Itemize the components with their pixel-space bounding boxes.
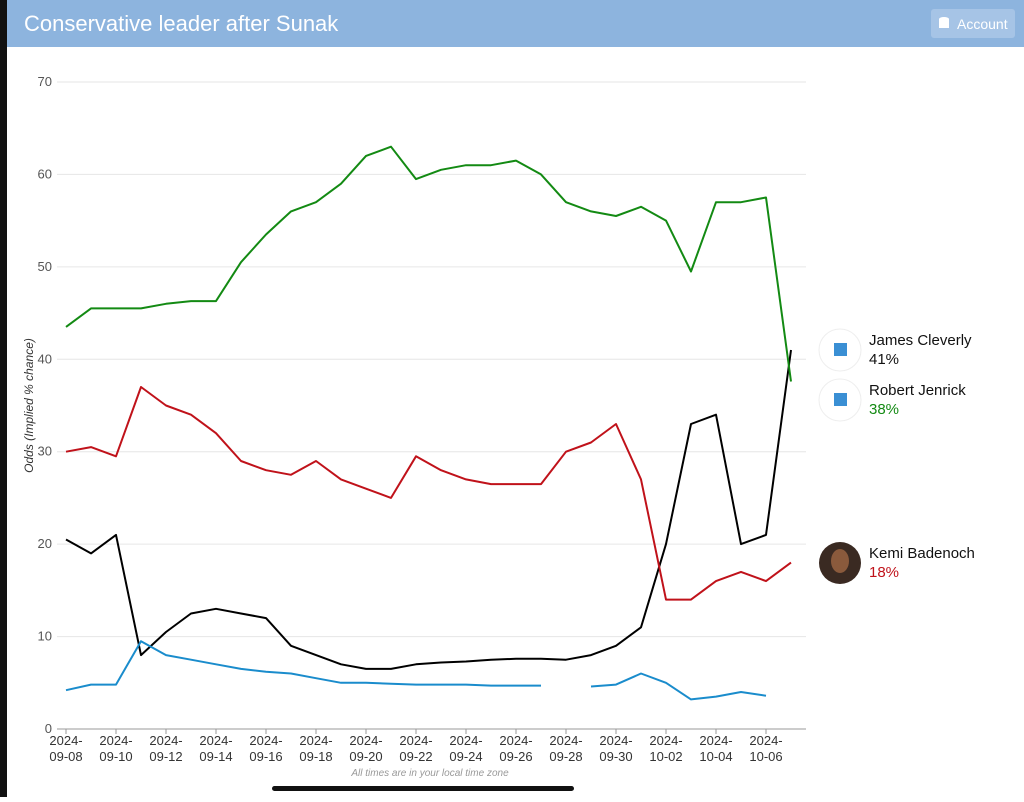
y-tick-label: 30 <box>38 444 52 459</box>
account-label[interactable]: Account <box>957 16 1008 32</box>
legend-avatar-icon <box>834 343 847 356</box>
x-tick-label-line: 2024- <box>199 733 232 748</box>
x-tick-label-line: 09-10 <box>99 749 132 764</box>
x-tick-label-line: 2024- <box>499 733 532 748</box>
x-tick-label-line: 09-26 <box>499 749 532 764</box>
x-tick-label: 2024-09-30 <box>599 733 632 764</box>
x-tick-label-line: 2024- <box>249 733 282 748</box>
x-tick-label-line: 2024- <box>549 733 582 748</box>
x-tick-label-line: 09-28 <box>549 749 582 764</box>
account-icon <box>939 19 949 28</box>
y-tick-label: 50 <box>38 259 52 274</box>
legend-name: James Cleverly <box>869 332 972 349</box>
x-tick-label: 2024-09-12 <box>149 733 182 764</box>
legend-value: 41% <box>869 351 899 368</box>
header-bar <box>7 0 1024 47</box>
legend-avatar-icon <box>834 393 847 406</box>
x-tick-label-line: 09-16 <box>249 749 282 764</box>
x-tick-label-line: 2024- <box>749 733 782 748</box>
x-tick-label: 2024-09-10 <box>99 733 132 764</box>
x-tick-label-line: 09-14 <box>199 749 232 764</box>
x-tick-label: 2024-09-26 <box>499 733 532 764</box>
x-tick-label: 2024-09-24 <box>449 733 482 764</box>
footnote: All times are in your local time zone <box>350 768 509 779</box>
x-tick-label-line: 09-30 <box>599 749 632 764</box>
series-line <box>65 640 541 692</box>
y-tick-label: 60 <box>38 166 52 181</box>
series-line <box>65 145 792 382</box>
x-tick-label-line: 09-12 <box>149 749 182 764</box>
x-tick-label: 2024-09-20 <box>349 733 382 764</box>
x-tick-label-line: 09-20 <box>349 749 382 764</box>
legend-value: 38% <box>869 401 899 418</box>
legend-avatar-face <box>831 549 849 573</box>
y-tick-label: 20 <box>38 536 52 551</box>
x-tick-label: 2024-09-22 <box>399 733 432 764</box>
screen-edge <box>0 0 7 797</box>
x-tick-label: 2024-10-06 <box>749 733 782 764</box>
y-tick-label: 70 <box>38 74 52 89</box>
account-button[interactable] <box>931 9 1015 38</box>
x-tick-label-line: 09-22 <box>399 749 432 764</box>
legend-value: 18% <box>869 564 899 581</box>
series-line <box>590 672 767 701</box>
x-tick-label-line: 2024- <box>149 733 182 748</box>
series-line <box>65 349 792 670</box>
y-tick-label: 40 <box>38 351 52 366</box>
x-tick-label-line: 2024- <box>699 733 732 748</box>
x-tick-label-line: 2024- <box>399 733 432 748</box>
legend-name: Kemi Badenoch <box>869 545 975 562</box>
y-axis-label: Odds (Implied % chance) <box>22 338 36 473</box>
x-tick-label-line: 09-18 <box>299 749 332 764</box>
x-tick-label: 2024-10-02 <box>649 733 682 764</box>
y-tick-label: 10 <box>38 629 52 644</box>
x-tick-label: 2024-10-04 <box>699 733 732 764</box>
x-tick-label-line: 2024- <box>599 733 632 748</box>
x-tick-label: 2024-09-16 <box>249 733 282 764</box>
y-tick-label: 0 <box>45 721 52 736</box>
x-tick-label-line: 2024- <box>449 733 482 748</box>
x-tick-label-line: 2024- <box>349 733 382 748</box>
series-line <box>65 386 792 601</box>
legend-name: Robert Jenrick <box>869 382 966 399</box>
x-tick-label-line: 10-02 <box>649 749 682 764</box>
x-tick-label-line: 09-24 <box>449 749 482 764</box>
x-tick-label: 2024-09-14 <box>199 733 232 764</box>
home-indicator <box>272 786 574 791</box>
x-tick-label-line: 10-06 <box>749 749 782 764</box>
x-tick-label-line: 2024- <box>49 733 82 748</box>
x-tick-label-line: 2024- <box>99 733 132 748</box>
x-tick-label: 2024-09-18 <box>299 733 332 764</box>
x-tick-label-line: 09-08 <box>49 749 82 764</box>
x-tick-label: 2024-09-28 <box>549 733 582 764</box>
x-tick-label: 2024-09-08 <box>49 733 82 764</box>
header-title: Conservative leader after Sunak <box>24 11 339 36</box>
x-tick-label-line: 10-04 <box>699 749 732 764</box>
x-tick-label-line: 2024- <box>649 733 682 748</box>
x-tick-label-line: 2024- <box>299 733 332 748</box>
